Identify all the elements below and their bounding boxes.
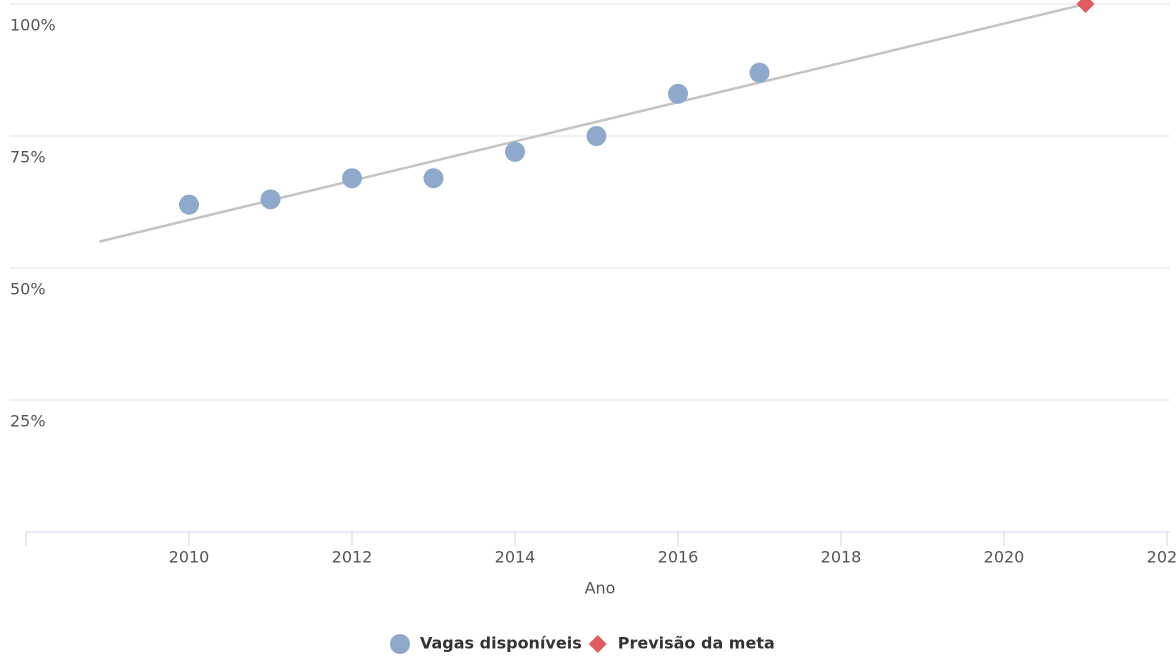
point [586,126,607,146]
point [260,189,281,210]
x-tick-label: 2022 [1147,548,1176,567]
x-axis-label: Ano [585,579,616,598]
point [342,168,362,189]
legend-label: Vagas disponíveis [420,634,582,653]
legend-label: Previsão da meta [618,634,775,653]
x-tick-label: 2018 [821,548,862,567]
x-tick-label: 2016 [658,548,699,567]
x-tick-label: 2012 [332,548,373,567]
legend-marker [390,634,410,654]
point [668,83,688,104]
point [749,62,770,83]
point [179,194,199,215]
point [1076,0,1095,13]
y-tick-label: 100% [10,16,56,35]
point [505,141,525,162]
legend-marker [588,635,607,653]
x-tick-label: 2020 [984,548,1025,567]
point [423,168,444,189]
y-tick-label: 25% [10,412,46,431]
x-tick-label: 2010 [169,548,210,567]
y-tick-label: 50% [10,280,46,299]
y-tick-label: 75% [10,148,46,167]
x-tick-label: 2014 [495,548,536,567]
trend-line [99,2,1086,243]
